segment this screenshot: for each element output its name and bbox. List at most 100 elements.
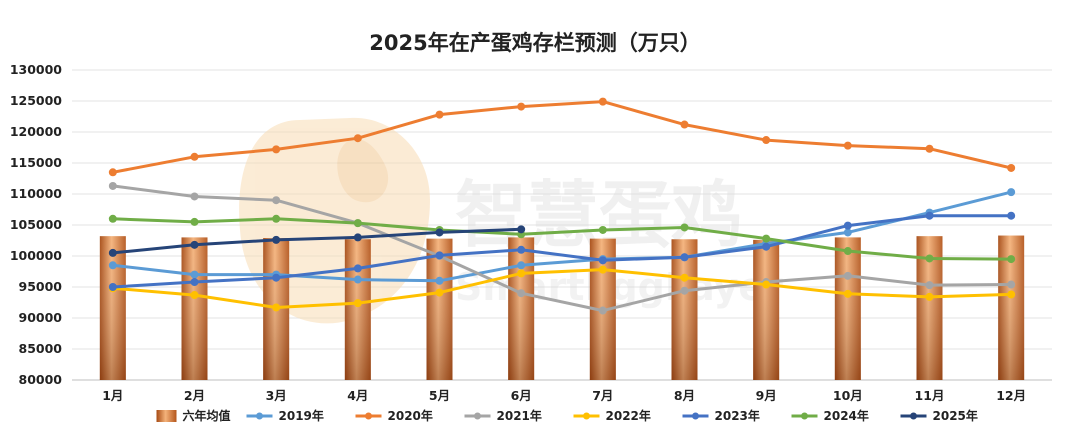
- bar: [181, 237, 208, 380]
- bar-shade: [753, 239, 780, 380]
- legend-label: 2025年: [933, 408, 978, 423]
- legend-item: 2021年: [464, 408, 542, 423]
- data-point: [272, 196, 281, 205]
- data-point: [108, 248, 117, 257]
- y-tick-label: 110000: [10, 186, 62, 201]
- y-axis: 80000 85000 90000 95000 100000 105000 110000 11…: [10, 62, 62, 387]
- bar: [834, 237, 861, 380]
- data-point: [517, 261, 526, 270]
- data-point: [598, 306, 607, 315]
- x-axis: 1月 2月 3月 4月 5月 6月 7月 8月 9月 10月 11月 12月: [102, 388, 1026, 403]
- bar-shade: [508, 237, 535, 380]
- legend-item: 2024年: [791, 408, 869, 423]
- bar-shade: [99, 236, 126, 380]
- data-point: [353, 299, 362, 308]
- legend-label: 2023年: [715, 408, 760, 423]
- legend-swatch: [156, 410, 177, 422]
- data-point: [435, 110, 444, 119]
- legend-item: 2025年: [900, 408, 978, 423]
- data-point: [843, 141, 852, 150]
- data-point: [680, 253, 689, 262]
- bar: [344, 239, 371, 380]
- data-point: [843, 228, 852, 237]
- legend-marker: [256, 412, 263, 420]
- y-tick-label: 85000: [19, 341, 63, 356]
- legend-label: 2022年: [606, 408, 651, 423]
- y-tick-label: 130000: [10, 62, 62, 77]
- series-2024年: [108, 214, 1016, 264]
- data-point: [517, 289, 526, 298]
- bar: [426, 238, 453, 380]
- x-tick-label: 6月: [511, 388, 532, 403]
- bar-shade: [344, 239, 371, 380]
- data-point: [108, 261, 117, 270]
- data-point: [517, 102, 526, 111]
- data-point: [517, 245, 526, 254]
- data-point: [762, 136, 771, 145]
- data-point: [353, 275, 362, 284]
- y-tick-label: 125000: [10, 93, 62, 108]
- series-line: [111, 100, 1013, 174]
- data-point: [680, 286, 689, 295]
- data-point: [272, 235, 281, 244]
- watermark-chicken-icon: [337, 139, 389, 203]
- data-point: [598, 256, 607, 265]
- series-line: [111, 268, 1013, 309]
- legend-marker: [801, 412, 808, 420]
- series-2025年: [108, 225, 526, 257]
- bar-shade: [671, 239, 698, 380]
- data-point: [435, 228, 444, 237]
- data-point: [1007, 290, 1016, 299]
- y-tick-label: 115000: [10, 155, 62, 170]
- data-point: [435, 251, 444, 260]
- bar: [99, 236, 126, 380]
- x-tick-label: 8月: [674, 388, 695, 403]
- series-2022年: [108, 265, 1016, 312]
- legend-label: 2021年: [497, 408, 542, 423]
- data-point: [272, 145, 281, 154]
- chart-title: 2025年在产蛋鸡存栏预测（万只）: [369, 31, 700, 55]
- data-point: [353, 134, 362, 143]
- x-tick-label: 5月: [429, 388, 450, 403]
- legend-label: 2020年: [388, 408, 433, 423]
- data-point: [517, 225, 526, 234]
- legend-marker: [692, 412, 699, 420]
- x-tick-label: 3月: [266, 388, 287, 403]
- data-point: [108, 283, 117, 291]
- data-point: [190, 291, 199, 300]
- series-line: [111, 184, 1013, 313]
- legend-label: 2024年: [824, 408, 869, 423]
- data-point: [680, 273, 689, 282]
- legend: 六年均值 2019年 2020年 2021年 2022年 2023年 2024年 2025年: [156, 408, 978, 423]
- legend-label: 2019年: [279, 408, 324, 423]
- data-point: [680, 120, 689, 129]
- legend-item: 2023年: [682, 408, 760, 423]
- data-point: [680, 223, 689, 232]
- data-point: [1007, 280, 1016, 289]
- legend-label: 六年均值: [183, 408, 231, 423]
- y-tick-label: 90000: [19, 310, 63, 325]
- data-point: [1007, 255, 1016, 264]
- data-point: [272, 303, 281, 312]
- data-point: [353, 219, 362, 228]
- x-tick-label: 2月: [184, 388, 205, 403]
- data-point: [925, 254, 934, 263]
- data-point: [190, 240, 199, 249]
- data-point: [353, 264, 362, 273]
- data-point: [843, 247, 852, 256]
- series-2020年: [108, 97, 1016, 177]
- data-point: [108, 214, 117, 223]
- data-point: [190, 217, 199, 226]
- data-point: [1007, 211, 1016, 220]
- bar: [671, 239, 698, 380]
- legend-marker: [583, 412, 590, 420]
- data-point: [1007, 163, 1016, 172]
- data-point: [108, 168, 117, 177]
- data-point: [272, 273, 281, 282]
- data-point: [598, 265, 607, 274]
- series-line: [111, 227, 523, 255]
- data-point: [925, 281, 934, 290]
- data-point: [190, 278, 199, 287]
- x-tick-label: 9月: [756, 388, 777, 403]
